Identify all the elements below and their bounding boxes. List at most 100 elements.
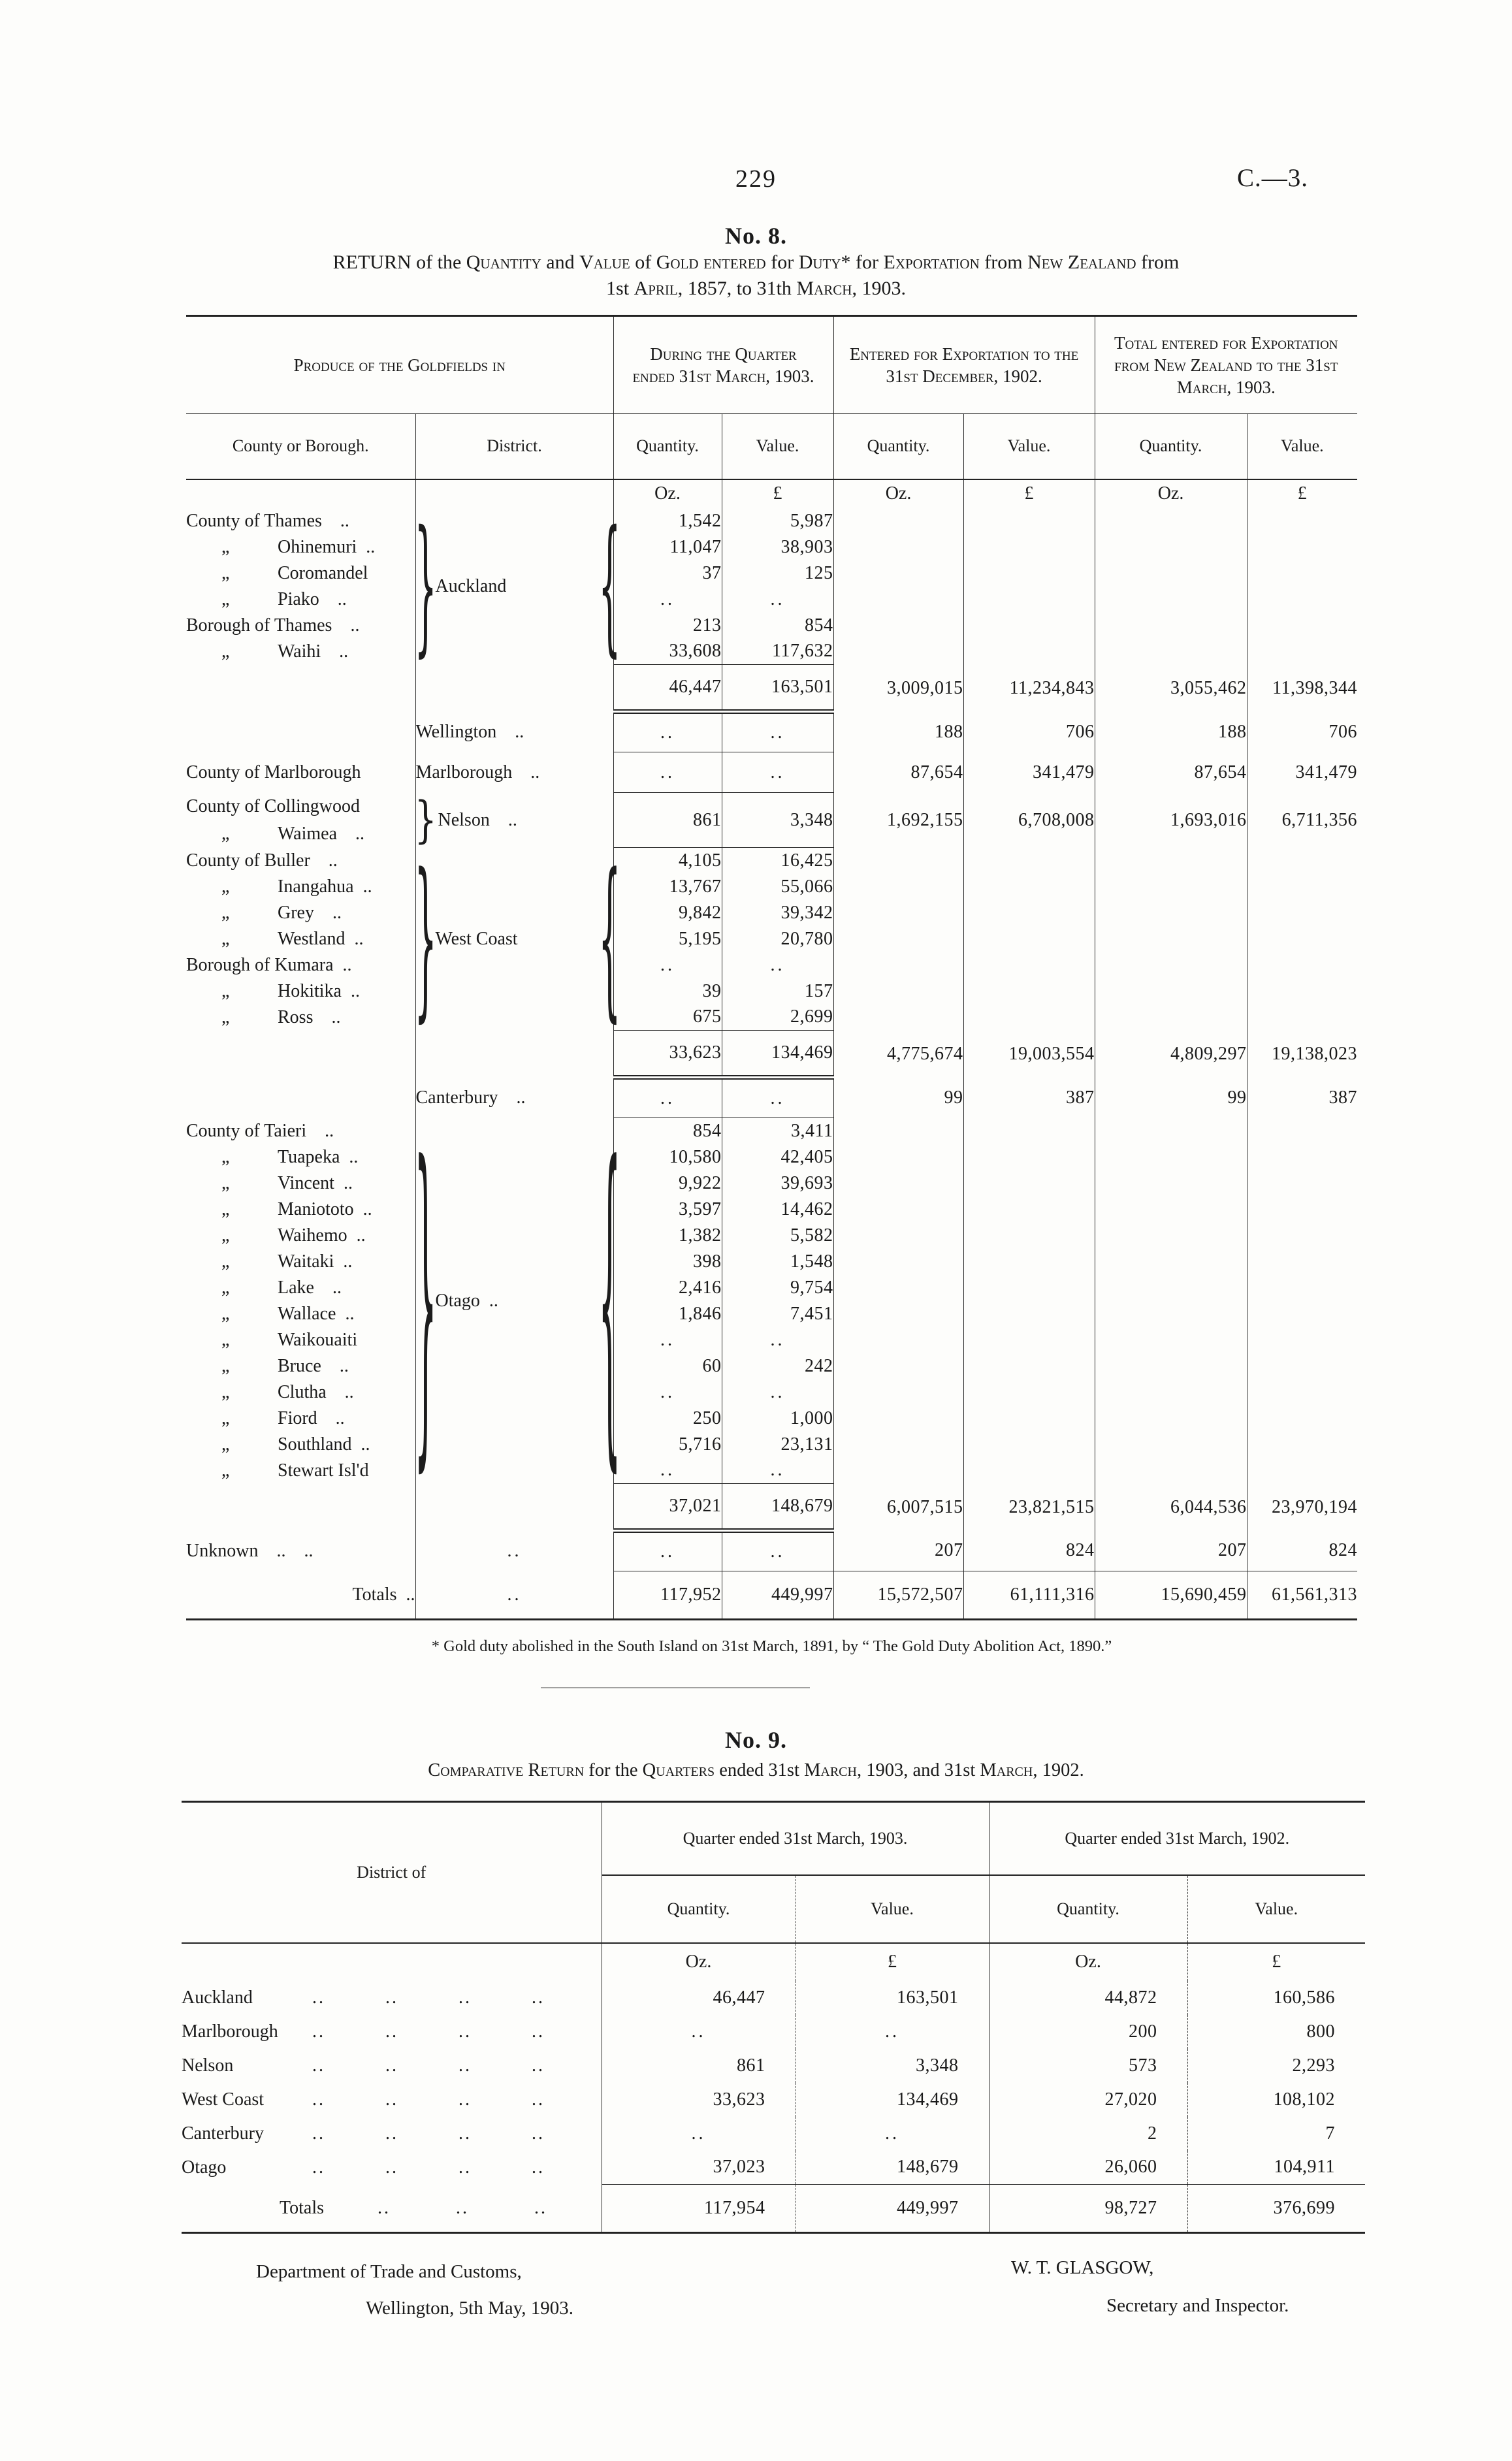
ditto-mark: „ [221, 1172, 230, 1193]
t8-empty-cell [1246, 1327, 1358, 1353]
ditto-mark: „ [221, 1225, 230, 1246]
t8-value-cell: 188 [833, 711, 964, 752]
t8-district-cell: Wellington .. [415, 711, 613, 752]
t8-table-row: „ Waimea .. [186, 820, 1357, 848]
t9-total-value-cell: 98,727 [988, 2184, 1187, 2234]
t9-subcol-quantity-1902: Quantity. [988, 1874, 1187, 1944]
t8-county-cell: County of Thames .. [186, 510, 349, 531]
t8-empty-cell [833, 1170, 964, 1197]
t8-county-cell: Borough of Thames .. [186, 615, 360, 635]
title-segment: Gold [656, 251, 699, 273]
t9-value-cell: 108,102 [1187, 2082, 1365, 2117]
county-name: Bruce .. [278, 1355, 349, 1376]
county-name: Grey .. [278, 902, 342, 923]
t9-value-cell: 46,447 [601, 1980, 796, 2015]
t9-unit-cell: Oz. [601, 1942, 796, 1981]
t8-value-cell: 207 [833, 1530, 964, 1571]
gold-export-table: Produce of the Goldfields in During the … [186, 315, 1358, 1620]
leader-dots: .. [385, 2089, 398, 2110]
t8-county-cell: „ Grey .. [186, 900, 415, 926]
t8-value-cell: 60 [613, 1353, 722, 1379]
t8-empty-cell [963, 638, 1095, 665]
t8-value-cell: 341,479 [1246, 752, 1358, 793]
t8-district-name: Otago .. [435, 1290, 498, 1311]
t9-value-cell: 134,469 [795, 2082, 989, 2117]
leader-dots: .. [312, 2021, 325, 2042]
t8-value-cell: 5,716 [613, 1431, 722, 1458]
t9-district-cell [182, 1943, 602, 1981]
t8-empty-cell [1246, 1222, 1358, 1249]
leader-dots: .. [532, 2089, 545, 2110]
t8-value-cell: 854 [613, 1118, 722, 1144]
t9-district-name: Marlborough [182, 2021, 278, 2042]
t8-table-row: „ Inangahua .. 13,767 55,066 [186, 873, 1358, 900]
t8-empty-cell [963, 1118, 1095, 1144]
t8-empty-cell [963, 612, 1095, 639]
t8-empty-cell [833, 978, 964, 1005]
t8-empty-cell [1246, 1379, 1358, 1406]
t8-district-cell: } Nelson .. [415, 792, 613, 848]
ditto-mark: „ [221, 980, 230, 1001]
t8-county-cell: „ Southland .. [186, 1432, 415, 1458]
brace-left-icon: } [414, 498, 437, 671]
title-segment: for [765, 251, 799, 273]
t8-empty-cell [833, 560, 964, 587]
t8-value-cell: 33,623 [613, 1030, 722, 1080]
t8-county-cell: „ Ohinemuri .. [186, 534, 415, 560]
t8-empty-cell [1246, 952, 1358, 978]
t8-empty-cell [963, 925, 1095, 952]
t9-value-cell: 26,060 [988, 2150, 1187, 2185]
t8-value-cell: 1,693,016 [1094, 792, 1247, 848]
t8-empty-cell [833, 1004, 964, 1031]
t8-district-cell [415, 1030, 613, 1078]
t8-value-cell: .. [721, 1327, 834, 1353]
t8-empty-cell [833, 1379, 964, 1406]
t8-county-cell: „ Vincent .. [186, 1170, 415, 1197]
title-segment: , 1903. [852, 278, 906, 299]
t8-unit-cell: Oz. [613, 479, 722, 508]
t8-empty-cell [1094, 586, 1247, 613]
t8-empty-cell [833, 1327, 964, 1353]
t8-table-row: Wellington ...... 188 706 188 706 [186, 711, 1358, 752]
t8-county-cell [186, 1031, 415, 1078]
county-name: Ohinemuri .. [278, 536, 376, 557]
t8-value-cell: 861 [613, 792, 722, 848]
t8-empty-cell [1094, 1248, 1247, 1275]
t8-empty-cell [963, 847, 1095, 874]
t8-empty-cell [1094, 873, 1247, 900]
t8-value-cell: 87,654 [833, 752, 964, 793]
t8-value-cell: 7,451 [721, 1300, 834, 1327]
t9-district-name: Nelson [182, 2055, 234, 2076]
title-segment: , 1902. [1033, 1760, 1084, 1780]
t9-value-cell: 33,623 [601, 2082, 796, 2117]
leader-dots: .. [532, 1987, 545, 2008]
t9-unit-cell: £ [1187, 1942, 1365, 1981]
t9-unit-cell: £ [795, 1942, 989, 1981]
t8-value-cell: 675 [613, 1004, 722, 1031]
t8-table-row: Borough of Thames .. 213 854 [186, 612, 1358, 639]
t9-value-cell: 800 [1187, 2014, 1365, 2049]
t8-value-cell: .. [721, 752, 834, 793]
t8-county-cell: County of Collingwood [186, 796, 361, 816]
t8-value-cell: .. [613, 586, 722, 613]
t8-value-cell: 11,047 [613, 534, 722, 560]
brace-right-icon: { [598, 836, 621, 1038]
t8-value-cell: 6,044,536 [1094, 1483, 1247, 1531]
ditto-mark: „ [221, 1355, 230, 1376]
t8-empty-cell [833, 1353, 964, 1379]
t8-empty-cell [963, 1144, 1095, 1170]
t8-empty-cell [833, 1248, 964, 1275]
t8-empty-cell [1246, 586, 1358, 613]
t8-total-value-cell: 449,997 [721, 1571, 834, 1620]
county-name: Lake .. [278, 1277, 342, 1298]
t9-district-name: Canterbury [182, 2123, 264, 2144]
t8-value-cell: 706 [1246, 711, 1358, 752]
t8-value-cell: 157 [721, 978, 834, 1005]
t8-empty-cell [1094, 925, 1247, 952]
t8-empty-cell [1246, 899, 1358, 926]
t8-county-cell: „ Fiord .. [186, 1406, 415, 1432]
t8-empty-cell [963, 1170, 1095, 1197]
t9-totals-text: Totals [280, 2197, 325, 2218]
t8-value-cell: 5,582 [721, 1222, 834, 1249]
leader-dots: .. [458, 2123, 472, 2144]
